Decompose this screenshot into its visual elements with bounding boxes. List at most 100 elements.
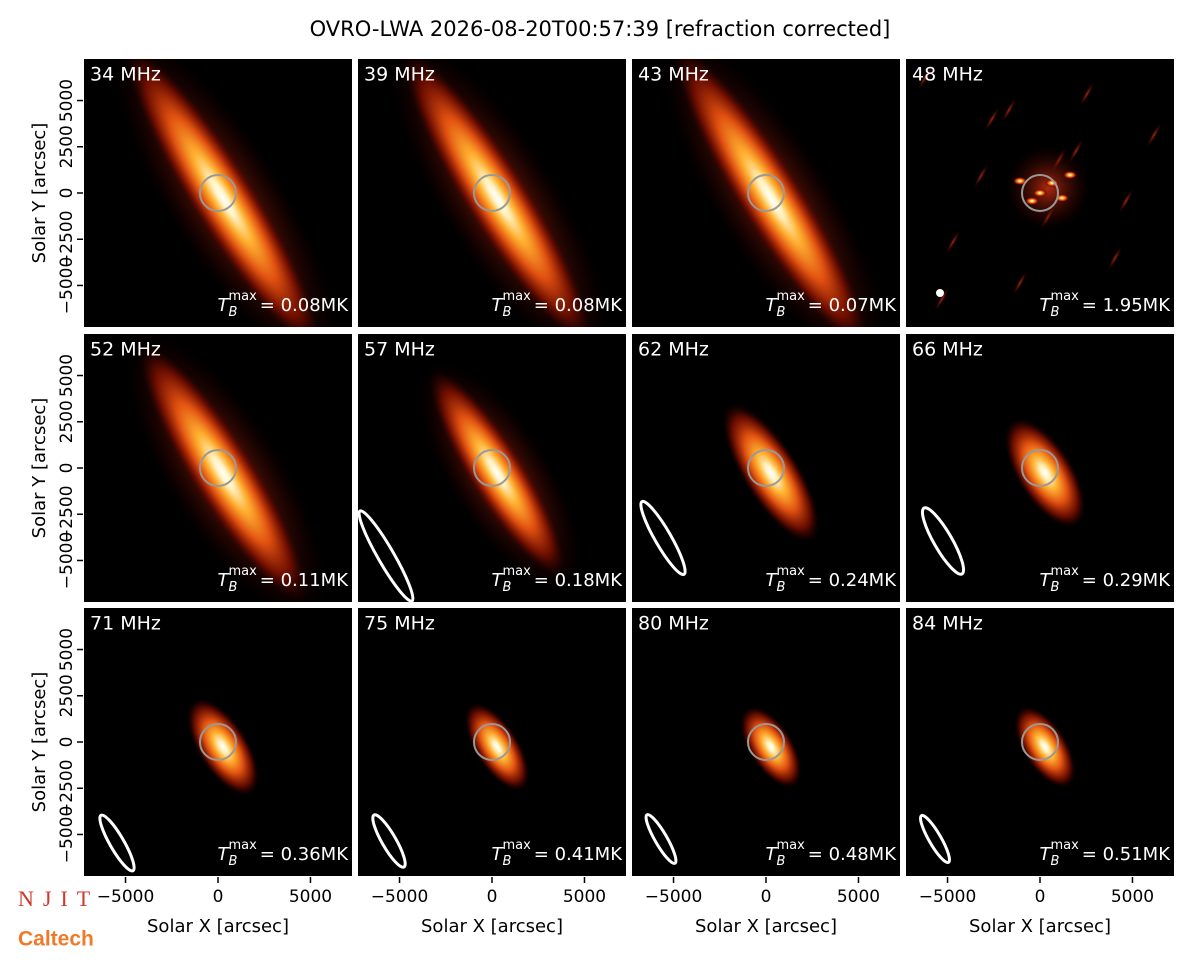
x-tick-label: 0 bbox=[761, 887, 772, 907]
tmax-symbol: T bbox=[492, 570, 505, 591]
source-blob bbox=[1063, 171, 1077, 179]
noise-streak bbox=[917, 65, 933, 91]
panel bbox=[357, 333, 627, 603]
y-tick-label: −2500 bbox=[57, 485, 77, 543]
x-tick-label: −5000 bbox=[97, 887, 155, 907]
tmax-value: = 0.36MK bbox=[260, 844, 349, 865]
x-tick-label: 5000 bbox=[837, 887, 880, 907]
x-tick-label: 0 bbox=[213, 887, 224, 907]
tmax-value: = 0.51MK bbox=[1082, 844, 1171, 865]
tmax-label: TBmax = 0.24MK bbox=[766, 564, 898, 595]
solar-disk bbox=[199, 174, 237, 212]
tmax-symbol: T bbox=[1040, 844, 1053, 865]
solar-disk bbox=[747, 449, 785, 487]
frequency-label: 66 MHz bbox=[912, 339, 983, 361]
x-axis-label: Solar X [arcsec] bbox=[969, 916, 1111, 937]
tmax-symbol: T bbox=[1040, 295, 1053, 316]
y-tick-label: 2500 bbox=[57, 125, 77, 168]
emission bbox=[139, 344, 307, 602]
noise-streak bbox=[973, 163, 989, 189]
tmax-label: TBmax = 0.08MK bbox=[218, 289, 350, 320]
noise-streak bbox=[1146, 122, 1162, 148]
tmax-value: = 0.29MK bbox=[1082, 570, 1171, 591]
noise-streak bbox=[1079, 81, 1095, 107]
beam bbox=[98, 813, 136, 873]
frequency-label: 39 MHz bbox=[364, 64, 435, 86]
panel bbox=[631, 58, 901, 328]
y-axis-label: Solar Y [arcsec] bbox=[29, 398, 50, 539]
emission bbox=[402, 58, 592, 328]
y-tick-label: 2500 bbox=[57, 674, 77, 717]
x-tick-label: 5000 bbox=[563, 887, 606, 907]
solar-disk bbox=[199, 449, 237, 487]
solar-disk bbox=[747, 174, 785, 212]
solar-disk bbox=[473, 449, 511, 487]
frequency-label: 43 MHz bbox=[638, 64, 709, 86]
source-blob bbox=[1033, 189, 1047, 197]
tmax-symbol: T bbox=[766, 844, 779, 865]
logo-caltech: Caltech bbox=[18, 928, 94, 951]
chart-title: OVRO-LWA 2026-08-20T00:57:39 [refraction… bbox=[310, 17, 891, 41]
tmax-symbol: T bbox=[492, 844, 505, 865]
noise-streak bbox=[1001, 97, 1017, 123]
x-tick-label: 0 bbox=[487, 887, 498, 907]
x-tick-label: −5000 bbox=[371, 887, 429, 907]
panel bbox=[905, 58, 1175, 328]
solar-disk bbox=[199, 723, 237, 761]
y-tick-label: 2500 bbox=[57, 400, 77, 443]
solar-disk bbox=[1021, 174, 1059, 212]
y-tick-label: −2500 bbox=[57, 759, 77, 817]
tmax-sub: B bbox=[503, 854, 512, 869]
tmax-value: = 0.07MK bbox=[808, 295, 897, 316]
tmax-value: = 0.48MK bbox=[808, 844, 897, 865]
y-axis-label: Solar Y [arcsec] bbox=[29, 123, 50, 264]
beam bbox=[919, 813, 951, 865]
tmax-sup: max bbox=[1050, 289, 1079, 304]
tmax-sub: B bbox=[1051, 854, 1060, 869]
tmax-sub: B bbox=[777, 854, 786, 869]
tmax-symbol: T bbox=[218, 570, 231, 591]
tmax-symbol: T bbox=[766, 295, 779, 316]
noise-streak bbox=[984, 106, 1000, 132]
emission bbox=[429, 370, 565, 576]
panel bbox=[905, 333, 1175, 603]
panel bbox=[83, 607, 353, 877]
noise-streak bbox=[945, 229, 961, 255]
tmax-sub: B bbox=[503, 305, 512, 320]
tmax-value: = 0.11MK bbox=[260, 570, 349, 591]
beam bbox=[920, 506, 966, 576]
tmax-sup: max bbox=[502, 564, 531, 579]
frequency-label: 80 MHz bbox=[638, 613, 709, 635]
source-halo bbox=[1006, 146, 1090, 230]
solar-disk bbox=[1021, 449, 1059, 487]
tmax-sup: max bbox=[776, 289, 805, 304]
noise-streak bbox=[934, 286, 950, 312]
y-tick-label: −5000 bbox=[57, 257, 77, 315]
solar-disk bbox=[747, 723, 785, 761]
tmax-label: TBmax = 0.41MK bbox=[492, 838, 624, 869]
beam bbox=[371, 813, 407, 869]
x-tick-label: 5000 bbox=[289, 887, 332, 907]
tmax-sup: max bbox=[228, 289, 257, 304]
tmax-label: TBmax = 0.18MK bbox=[492, 564, 624, 595]
panel bbox=[83, 58, 353, 328]
tmax-value: = 1.95MK bbox=[1082, 295, 1171, 316]
tmax-label: TBmax = 0.07MK bbox=[766, 289, 898, 320]
tmax-label: TBmax = 0.51MK bbox=[1040, 838, 1172, 869]
emission bbox=[722, 403, 820, 543]
tmax-sub: B bbox=[229, 305, 238, 320]
y-tick-label: 5000 bbox=[57, 628, 77, 671]
panel bbox=[357, 58, 627, 328]
tmax-label: TBmax = 0.36MK bbox=[218, 838, 350, 869]
x-axis-label: Solar X [arcsec] bbox=[147, 916, 289, 937]
tmax-symbol: T bbox=[492, 295, 505, 316]
frequency-label: 34 MHz bbox=[90, 64, 161, 86]
emission bbox=[126, 58, 320, 328]
tmax-sup: max bbox=[1050, 838, 1079, 853]
panel bbox=[905, 607, 1175, 877]
tmax-sup: max bbox=[502, 289, 531, 304]
tmax-sub: B bbox=[1051, 305, 1060, 320]
tmax-symbol: T bbox=[218, 295, 231, 316]
panel bbox=[631, 607, 901, 877]
y-tick-label: 0 bbox=[57, 737, 77, 748]
